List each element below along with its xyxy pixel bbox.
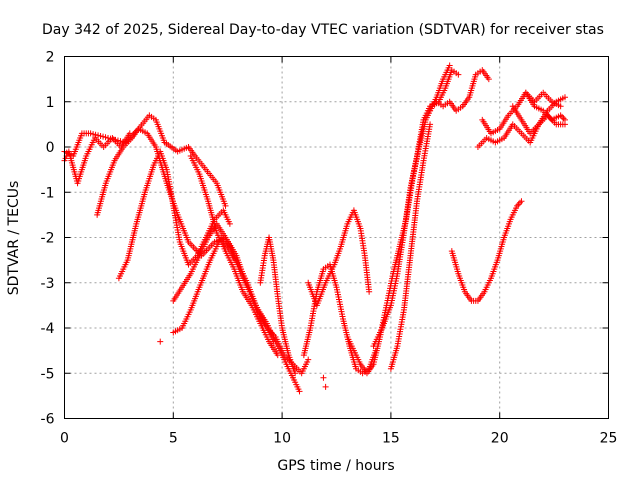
y-tick-label: -4 [41, 321, 55, 337]
y-tick-label: -1 [41, 185, 55, 201]
y-axis-label: SDTVAR / TECUs [6, 181, 22, 296]
x-tick-label: 25 [600, 431, 618, 447]
y-tick-label: -3 [41, 276, 55, 292]
data-point [126, 130, 133, 137]
data-point [296, 388, 303, 395]
chart-title: Day 342 of 2025, Sidereal Day-to-day VTE… [42, 22, 604, 38]
data-point [518, 198, 525, 205]
data-point [446, 62, 453, 69]
series-track-9 [305, 207, 373, 309]
series-track-12 [370, 67, 492, 350]
x-axis-label: GPS time / hours [277, 458, 394, 474]
axis-ticks: 0 5 10 15 20 25 -6 -5 -4 -3 -2 -1 0 1 2 [41, 50, 618, 447]
series-outliers [157, 338, 329, 390]
data-points [61, 62, 568, 395]
x-tick-label: 10 [273, 431, 291, 447]
y-tick-label: -6 [41, 412, 55, 428]
x-tick-label: 15 [382, 431, 400, 447]
series-track-18 [522, 89, 564, 110]
data-point [274, 352, 281, 359]
x-tick-label: 20 [491, 431, 509, 447]
data-point [366, 288, 373, 295]
data-point [485, 76, 492, 83]
data-point [559, 113, 566, 120]
data-point [157, 338, 164, 345]
series-track-11 [344, 67, 462, 377]
x-tick-label: 0 [60, 431, 69, 447]
series-track-14 [448, 198, 525, 304]
data-point [517, 199, 524, 206]
series-track-16 [479, 89, 568, 137]
series-track-2 [61, 130, 133, 187]
y-tick-label: 2 [46, 50, 55, 66]
series-track-7 [187, 153, 281, 359]
data-point [226, 220, 233, 227]
series-track-8 [257, 234, 299, 377]
series-track-17 [509, 103, 568, 137]
data-point [292, 370, 299, 377]
grid-lines [64, 56, 609, 419]
series-track-13 [387, 121, 434, 372]
y-tick-label: 1 [46, 95, 55, 111]
data-point [561, 94, 568, 101]
y-tick-label: 0 [46, 140, 55, 156]
data-point [305, 356, 312, 363]
data-point [427, 121, 434, 128]
series-track-19 [427, 62, 453, 114]
x-tick-label: 5 [169, 431, 178, 447]
data-point [222, 202, 229, 209]
y-tick-label: -5 [41, 366, 55, 382]
y-tick-label: -2 [41, 231, 55, 247]
data-point [561, 121, 568, 128]
data-point [320, 374, 327, 381]
data-point [455, 71, 462, 78]
data-point [322, 383, 329, 390]
data-point [557, 103, 564, 110]
series-track-4 [115, 148, 233, 282]
